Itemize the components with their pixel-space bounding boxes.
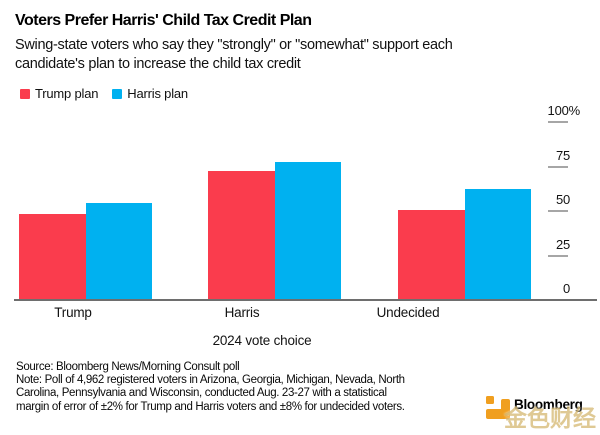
- y-tick-dash-25: [548, 254, 568, 257]
- jinse-icon-bottom-bar: [486, 409, 510, 419]
- x-axis-title: 2024 vote choice: [212, 333, 312, 348]
- jinse-icon-square: [486, 396, 494, 404]
- legend-item-trump-plan: Trump plan: [20, 86, 98, 101]
- y-tick-label-0: 0: [562, 281, 570, 296]
- y-tick-dash-75: [548, 165, 568, 168]
- legend-item-harris-plan: Harris plan: [112, 86, 188, 101]
- chart-subtitle-line-2: candidate's plan to increase the child t…: [15, 56, 301, 72]
- x-tick-label-harris: Harris: [224, 305, 260, 320]
- jinse-finance-watermark: 金色财经: [504, 405, 596, 431]
- x-axis-line: [14, 299, 597, 301]
- y-tick-dash-50: [548, 210, 568, 212]
- y-tick-label-50: 50: [555, 192, 570, 207]
- bar-trump-plan-undecided: [398, 210, 465, 299]
- legend-swatch-trump-plan: [20, 88, 30, 99]
- x-tick-label-undecided: Undecided: [376, 305, 440, 320]
- bar-harris-plan-trump: [85, 202, 152, 299]
- legend-label-harris-plan: Harris plan: [127, 86, 188, 101]
- chart-subtitle: Swing-state voters who say they "strongl…: [15, 36, 453, 74]
- note-line-3: margin of error of ±2% for Trump and Har…: [16, 400, 405, 413]
- note-line-2: Carolina, Pennsylvania and Wisconsin, co…: [16, 387, 387, 400]
- bar-harris-plan-harris: [274, 161, 341, 299]
- bloomberg-wordmark: Bloomberg: [514, 397, 583, 412]
- y-tick-dash-100: [548, 121, 568, 123]
- bar-trump-plan-trump: [19, 213, 86, 299]
- jinse-finance-logo-icon: [486, 395, 510, 419]
- bar-harris-plan-undecided: [464, 188, 531, 299]
- source-line: Source: Bloomberg News/Morning Consult p…: [16, 361, 240, 373]
- chart-subtitle-line-1: Swing-state voters who say they "strongl…: [15, 37, 453, 53]
- y-tick-label-75: 75: [555, 147, 570, 163]
- y-tick-label-100: 100%: [547, 103, 581, 118]
- x-tick-label-trump: Trump: [54, 305, 92, 320]
- chart-title: Voters Prefer Harris' Child Tax Credit P…: [15, 12, 312, 29]
- brand-footer: Bloomberg: [486, 394, 596, 428]
- legend-label-trump-plan: Trump plan: [35, 86, 99, 101]
- note-line-1: Note: Poll of 4,962 registered voters in…: [16, 374, 405, 387]
- y-tick-label-25: 25: [555, 236, 570, 252]
- legend: Trump plan Harris plan: [20, 86, 188, 101]
- source-note: Source: Bloomberg News/Morning Consult p…: [16, 361, 405, 414]
- legend-swatch-harris-plan: [112, 88, 123, 99]
- jinse-icon-right-bar: [501, 399, 510, 419]
- bar-trump-plan-harris: [208, 170, 275, 299]
